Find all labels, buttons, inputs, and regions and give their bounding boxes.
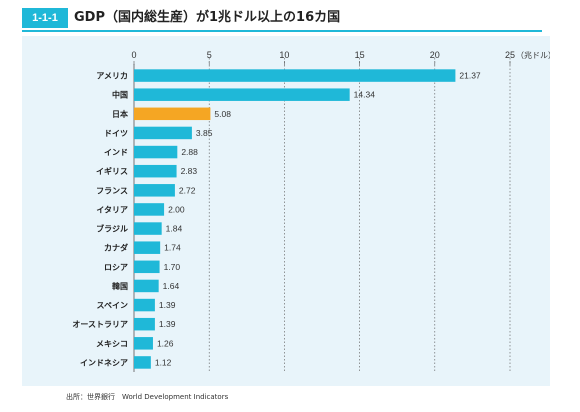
x-tick-label-20: 20 (430, 50, 440, 60)
category-label-9: ブラジル (96, 224, 128, 234)
bar-5 (134, 145, 178, 159)
value-label-1: 21.37 (459, 71, 481, 81)
value-label-6: 2.83 (181, 166, 198, 176)
title-underline (22, 30, 542, 32)
bar-13 (134, 298, 155, 312)
value-label-10: 1.74 (164, 243, 181, 253)
bar-chart: 0 5 10 15 20 25（兆ドル） アメリカ 21.37 中国 14.34 日本 5.08 ドイツ… (72, 50, 550, 372)
bar-8 (134, 203, 165, 216)
category-label-14: オーストラリア (72, 320, 128, 329)
chart-title: GDP（国内総生産）が1兆ドル以上の16カ国 (74, 10, 341, 25)
category-label-3: 日本 (112, 109, 128, 119)
category-label-8: イタリア (96, 204, 128, 214)
category-label-5: インド (104, 148, 128, 157)
x-tick-label-25: 25 (505, 50, 515, 60)
value-label-12: 1.64 (163, 281, 180, 291)
category-label-10: カナダ (104, 243, 128, 253)
value-label-3: 5.08 (214, 109, 231, 119)
value-label-4: 3.85 (196, 128, 213, 138)
category-label-11: ロシア (104, 263, 128, 272)
category-label-12: 韓国 (112, 281, 128, 291)
x-tick-label-0: 0 (131, 50, 136, 60)
x-unit-label: （兆ドル） (516, 50, 550, 60)
category-label-13: スペイン (97, 301, 128, 310)
bar-15 (134, 337, 153, 350)
value-label-16: 1.12 (155, 357, 172, 367)
source-note: 出所：世界銀行 World Development Indicators (66, 393, 229, 401)
bar-2 (134, 88, 350, 101)
bar-10 (134, 241, 161, 254)
value-label-13: 1.39 (159, 300, 176, 310)
category-label-1: アメリカ (96, 72, 128, 81)
category-label-2: 中国 (112, 90, 128, 100)
category-label-16: インドネシア (80, 357, 128, 367)
value-label-8: 2.00 (168, 204, 185, 214)
category-label-4: ドイツ (104, 129, 128, 138)
figure-header: 1-1-1 GDP（国内総生産）が1兆ドル以上の16カ国 (22, 8, 542, 32)
bar-6 (134, 164, 177, 178)
category-label-15: メキシコ (96, 339, 128, 348)
bar-12 (134, 279, 159, 293)
bar-1 (134, 69, 456, 82)
value-label-9: 1.84 (166, 224, 183, 234)
bar-3 (134, 107, 211, 121)
value-label-15: 1.26 (157, 338, 174, 348)
x-tick-label-10: 10 (279, 50, 289, 60)
bar-4 (134, 126, 192, 140)
category-label-7: フランス (96, 186, 128, 195)
figure-number-badge: 1-1-1 (22, 8, 68, 28)
category-label-6: イギリス (96, 166, 128, 176)
value-label-7: 2.72 (179, 185, 196, 195)
x-tick-label-15: 15 (355, 50, 365, 60)
value-label-11: 1.70 (164, 262, 181, 272)
x-tick-label-5: 5 (207, 50, 212, 60)
bar-7 (134, 184, 175, 197)
value-label-5: 2.88 (181, 147, 198, 157)
bar-9 (134, 222, 162, 235)
bar-14 (134, 317, 155, 331)
value-label-2: 14.34 (354, 90, 376, 100)
bar-11 (134, 260, 160, 274)
chart-panel: 0 5 10 15 20 25（兆ドル） アメリカ 21.37 中国 14.34 日本 5.08 ドイツ… (22, 36, 550, 386)
value-label-14: 1.39 (159, 319, 176, 329)
bar-16 (134, 356, 151, 369)
